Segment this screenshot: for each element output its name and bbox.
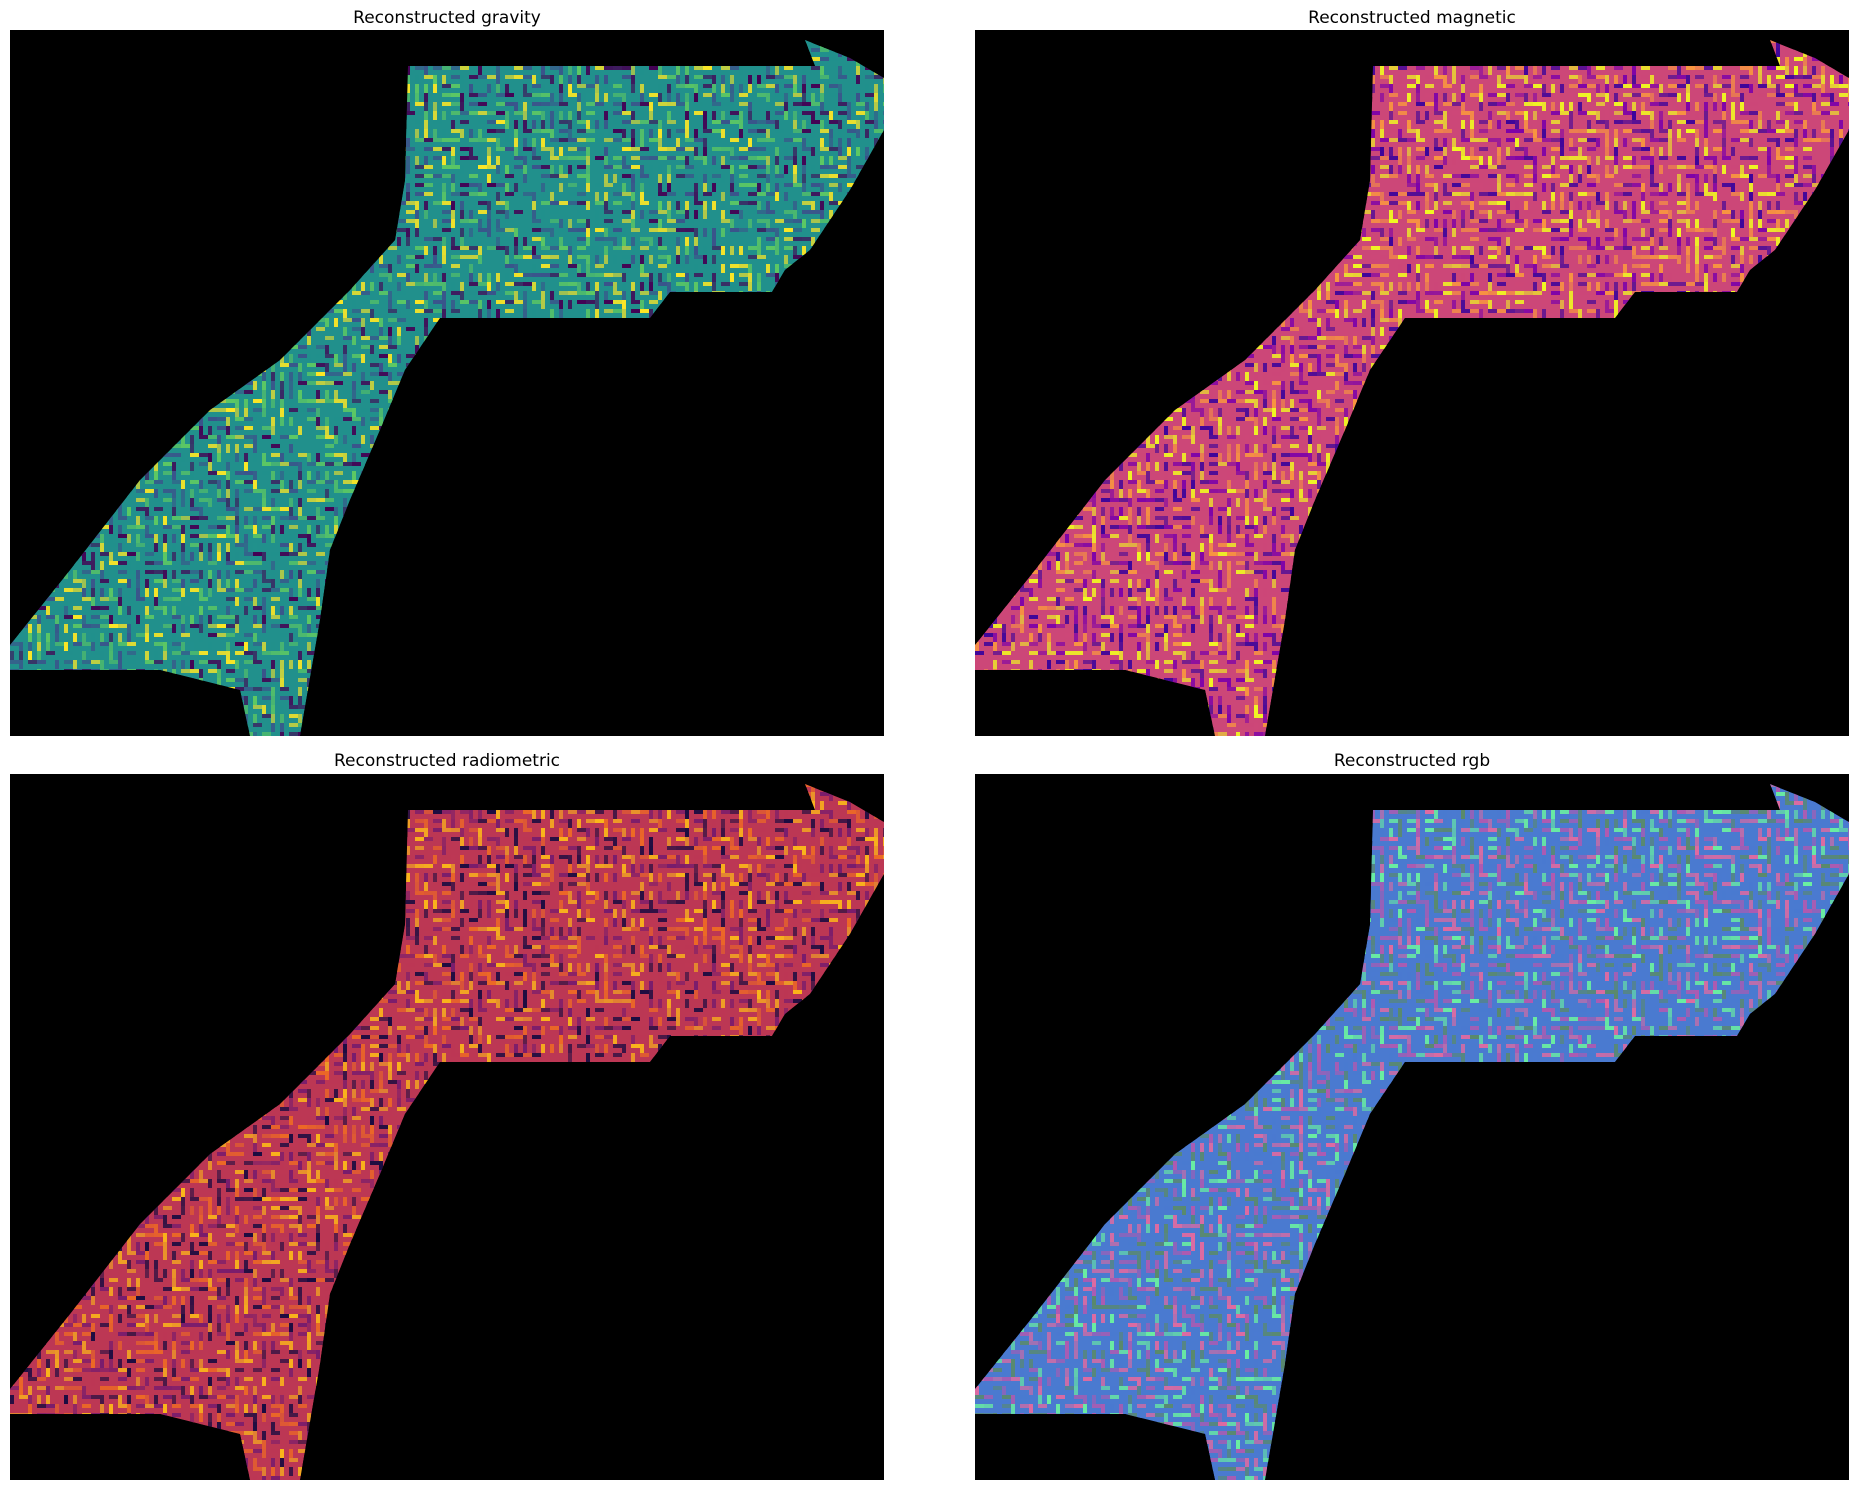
region-base [975, 40, 1849, 736]
region-texture [10, 40, 884, 736]
rgb-image [975, 774, 1849, 1480]
panel-radiometric: Reconstructed radiometric [10, 749, 884, 1480]
panel-title: Reconstructed gravity [10, 8, 884, 28]
region-base [10, 40, 884, 736]
region-texture [975, 784, 1849, 1480]
gravity-map [10, 40, 884, 736]
panel-title: Reconstructed rgb [975, 751, 1849, 771]
panel-magnetic: Reconstructed magnetic [975, 6, 1849, 736]
region-texture [10, 784, 884, 1480]
radiometric-map [10, 784, 884, 1480]
magnetic-image [975, 30, 1849, 736]
panel-title: Reconstructed magnetic [975, 8, 1849, 28]
panel-gravity: Reconstructed gravity [10, 6, 884, 736]
panel-rgb: Reconstructed rgb [975, 749, 1849, 1480]
gravity-image [10, 30, 884, 736]
region-base [10, 784, 884, 1480]
panel-title: Reconstructed radiometric [10, 751, 884, 771]
region-texture [975, 40, 1849, 736]
rgb-map [975, 784, 1849, 1480]
region-base [975, 784, 1849, 1480]
radiometric-image [10, 774, 884, 1480]
magnetic-map [975, 40, 1849, 736]
